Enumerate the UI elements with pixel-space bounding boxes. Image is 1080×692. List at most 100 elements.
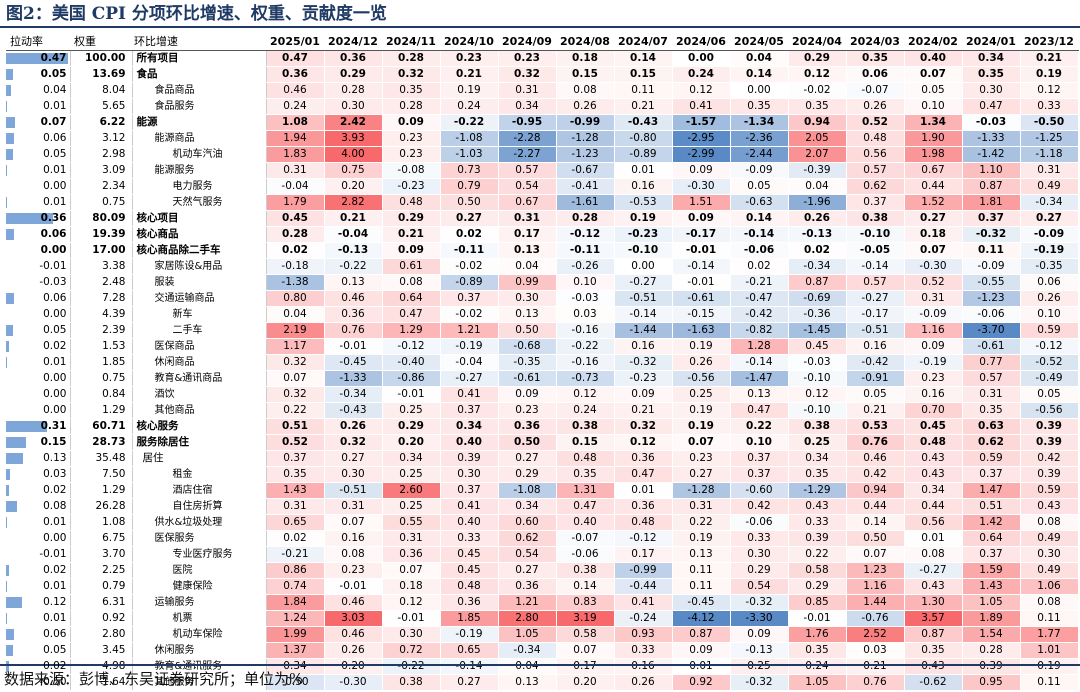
- mom-value-cell: -0.22: [324, 258, 383, 275]
- pull-rate-bar: [6, 580, 8, 592]
- mom-value-cell: -0.36: [788, 306, 847, 323]
- header-pull-rate: 拉动率: [6, 34, 70, 51]
- mom-value-cell: -0.27: [440, 370, 499, 387]
- mom-value-cell: -0.91: [846, 370, 905, 387]
- mom-value-cell: -0.52: [1020, 354, 1079, 371]
- mom-value-cell: 0.08: [1020, 514, 1079, 531]
- mom-value-cell: 0.59: [1020, 482, 1079, 499]
- mom-value-cell: 0.24: [556, 402, 615, 419]
- mom-value-cell: 0.05: [1020, 386, 1079, 403]
- weight-cell: 17.00: [70, 242, 133, 259]
- mom-value-cell: 0.15: [556, 66, 615, 83]
- table-row: 0.02 4.98 教育&通讯服务 0.34 0.20 -0.22 -0.14 0.04 0.1…: [6, 658, 1079, 675]
- mom-value-cell: -0.21: [730, 274, 789, 291]
- pull-rate-cell: -0.50: [6, 674, 71, 691]
- mom-value-cell: 0.26: [1020, 290, 1079, 307]
- mom-value-cell: 0.37: [440, 290, 499, 307]
- table-row: 0.05 2.98 机动车汽油 1.83 4.00 0.23 -1.03 -2.27 -1.23…: [6, 146, 1079, 163]
- mom-value-cell: -0.42: [846, 354, 905, 371]
- pull-rate-cell: 0.04: [6, 82, 71, 99]
- mom-value-cell: -1.47: [730, 370, 789, 387]
- table-row: 0.01 3.09 能源服务 0.31 0.75 -0.08 0.73 0.57 -0.67 0.…: [6, 162, 1079, 179]
- mom-value-cell: 0.30: [1020, 546, 1079, 563]
- mom-value-cell: 0.18: [904, 226, 963, 243]
- mom-value-cell: -0.56: [672, 370, 731, 387]
- mom-value-cell: -0.10: [788, 402, 847, 419]
- mom-value-cell: 0.29: [382, 210, 441, 227]
- item-label-cell: 服装: [132, 274, 267, 291]
- mom-value-cell: 0.56: [904, 514, 963, 531]
- item-label-cell: 天然气服务: [132, 194, 267, 211]
- mom-value-cell: 0.17: [556, 658, 615, 675]
- item-label-cell: 所有项目: [132, 50, 267, 67]
- mom-value-cell: -0.45: [672, 594, 731, 611]
- table-row: 0.02 1.53 医保商品 1.17 -0.01 -0.12 -0.19 -0.68 -0.2…: [6, 338, 1079, 355]
- weight-cell: 6.22: [70, 114, 133, 131]
- mom-value-cell: 1.16: [904, 322, 963, 339]
- page-title: 图2：美国 CPI 分项环比增速、权重、贡献度一览: [0, 0, 1080, 28]
- pull-rate-cell: -0.01: [6, 258, 71, 275]
- item-label-cell: 二手车: [132, 322, 267, 339]
- item-label-cell: 食品商品: [132, 82, 267, 99]
- mom-value-cell: 0.45: [440, 562, 499, 579]
- mom-value-cell: 0.01: [672, 658, 731, 675]
- mom-value-cell: 0.08: [904, 546, 963, 563]
- pull-rate-cell: 0.03: [6, 466, 71, 483]
- mom-value-cell: 0.57: [846, 162, 905, 179]
- mom-value-cell: -0.47: [730, 290, 789, 307]
- pull-rate-value: 0.05: [43, 643, 67, 656]
- pull-rate-cell: 0.02: [6, 338, 71, 355]
- mom-value-cell: 1.43: [962, 578, 1021, 595]
- pull-rate-cell: 0.01: [6, 610, 71, 627]
- mom-value-cell: 0.32: [324, 434, 383, 451]
- mom-value-cell: -0.34: [498, 642, 557, 659]
- mom-value-cell: 3.57: [904, 610, 963, 627]
- table-row: 0.01 0.92 机票 1.24 3.03 -0.01 1.85 2.80 3.19 -0.24…: [6, 610, 1079, 627]
- mom-value-cell: 0.53: [846, 418, 905, 435]
- mom-value-cell: -1.08: [440, 130, 499, 147]
- mom-value-cell: -0.24: [614, 610, 673, 627]
- mom-value-cell: -0.82: [730, 322, 789, 339]
- mom-value-cell: 0.79: [440, 178, 499, 195]
- mom-value-cell: -0.14: [730, 226, 789, 243]
- mom-value-cell: 1.79: [266, 194, 325, 211]
- table-row: 0.07 6.22 能源 1.08 2.42 0.09 -0.22 -0.95 -0.99 -0.…: [6, 114, 1079, 131]
- table-row: 0.03 7.50 租金 0.35 0.30 0.25 0.30 0.29 0.35 0.47 0.…: [6, 466, 1079, 483]
- mom-value-cell: -0.09: [730, 162, 789, 179]
- mom-value-cell: 0.09: [672, 210, 731, 227]
- mom-value-cell: 0.30: [498, 290, 557, 307]
- mom-value-cell: 0.23: [904, 370, 963, 387]
- mom-value-cell: 0.34: [788, 450, 847, 467]
- mom-value-cell: -2.28: [498, 130, 557, 147]
- pull-rate-cell: 0.05: [6, 66, 71, 83]
- mom-value-cell: 1.21: [498, 594, 557, 611]
- mom-value-cell: -0.10: [846, 226, 905, 243]
- mom-value-cell: 0.76: [324, 322, 383, 339]
- mom-value-cell: -0.69: [788, 290, 847, 307]
- mom-value-cell: 0.50: [498, 322, 557, 339]
- pull-rate-cell: 0.02: [6, 658, 71, 675]
- mom-value-cell: -0.18: [266, 258, 325, 275]
- pull-rate-cell: 0.05: [6, 642, 71, 659]
- mom-value-cell: -0.19: [440, 626, 499, 643]
- mom-value-cell: 2.52: [846, 626, 905, 643]
- mom-value-cell: -1.18: [1020, 146, 1079, 163]
- pull-rate-cell: 0.00: [6, 306, 71, 323]
- weight-cell: 1.64: [70, 674, 133, 691]
- pull-rate-value: 0.00: [43, 371, 67, 384]
- pull-rate-bar: [6, 100, 8, 112]
- mom-value-cell: 0.13: [498, 306, 557, 323]
- mom-value-cell: 0.33: [730, 530, 789, 547]
- header-month: 2024/09: [498, 34, 556, 51]
- mom-value-cell: 1.30: [904, 594, 963, 611]
- mom-value-cell: -0.14: [730, 354, 789, 371]
- mom-value-cell: 1.89: [962, 610, 1021, 627]
- mom-value-cell: -0.32: [614, 354, 673, 371]
- pull-rate-value: 0.03: [43, 467, 67, 480]
- pull-rate-bar: [6, 436, 26, 448]
- mom-value-cell: 0.05: [730, 178, 789, 195]
- pull-rate-value: 0.15: [40, 435, 67, 448]
- mom-value-cell: 0.48: [904, 434, 963, 451]
- item-label-cell: 休闲服务: [132, 642, 267, 659]
- mom-value-cell: 0.43: [904, 578, 963, 595]
